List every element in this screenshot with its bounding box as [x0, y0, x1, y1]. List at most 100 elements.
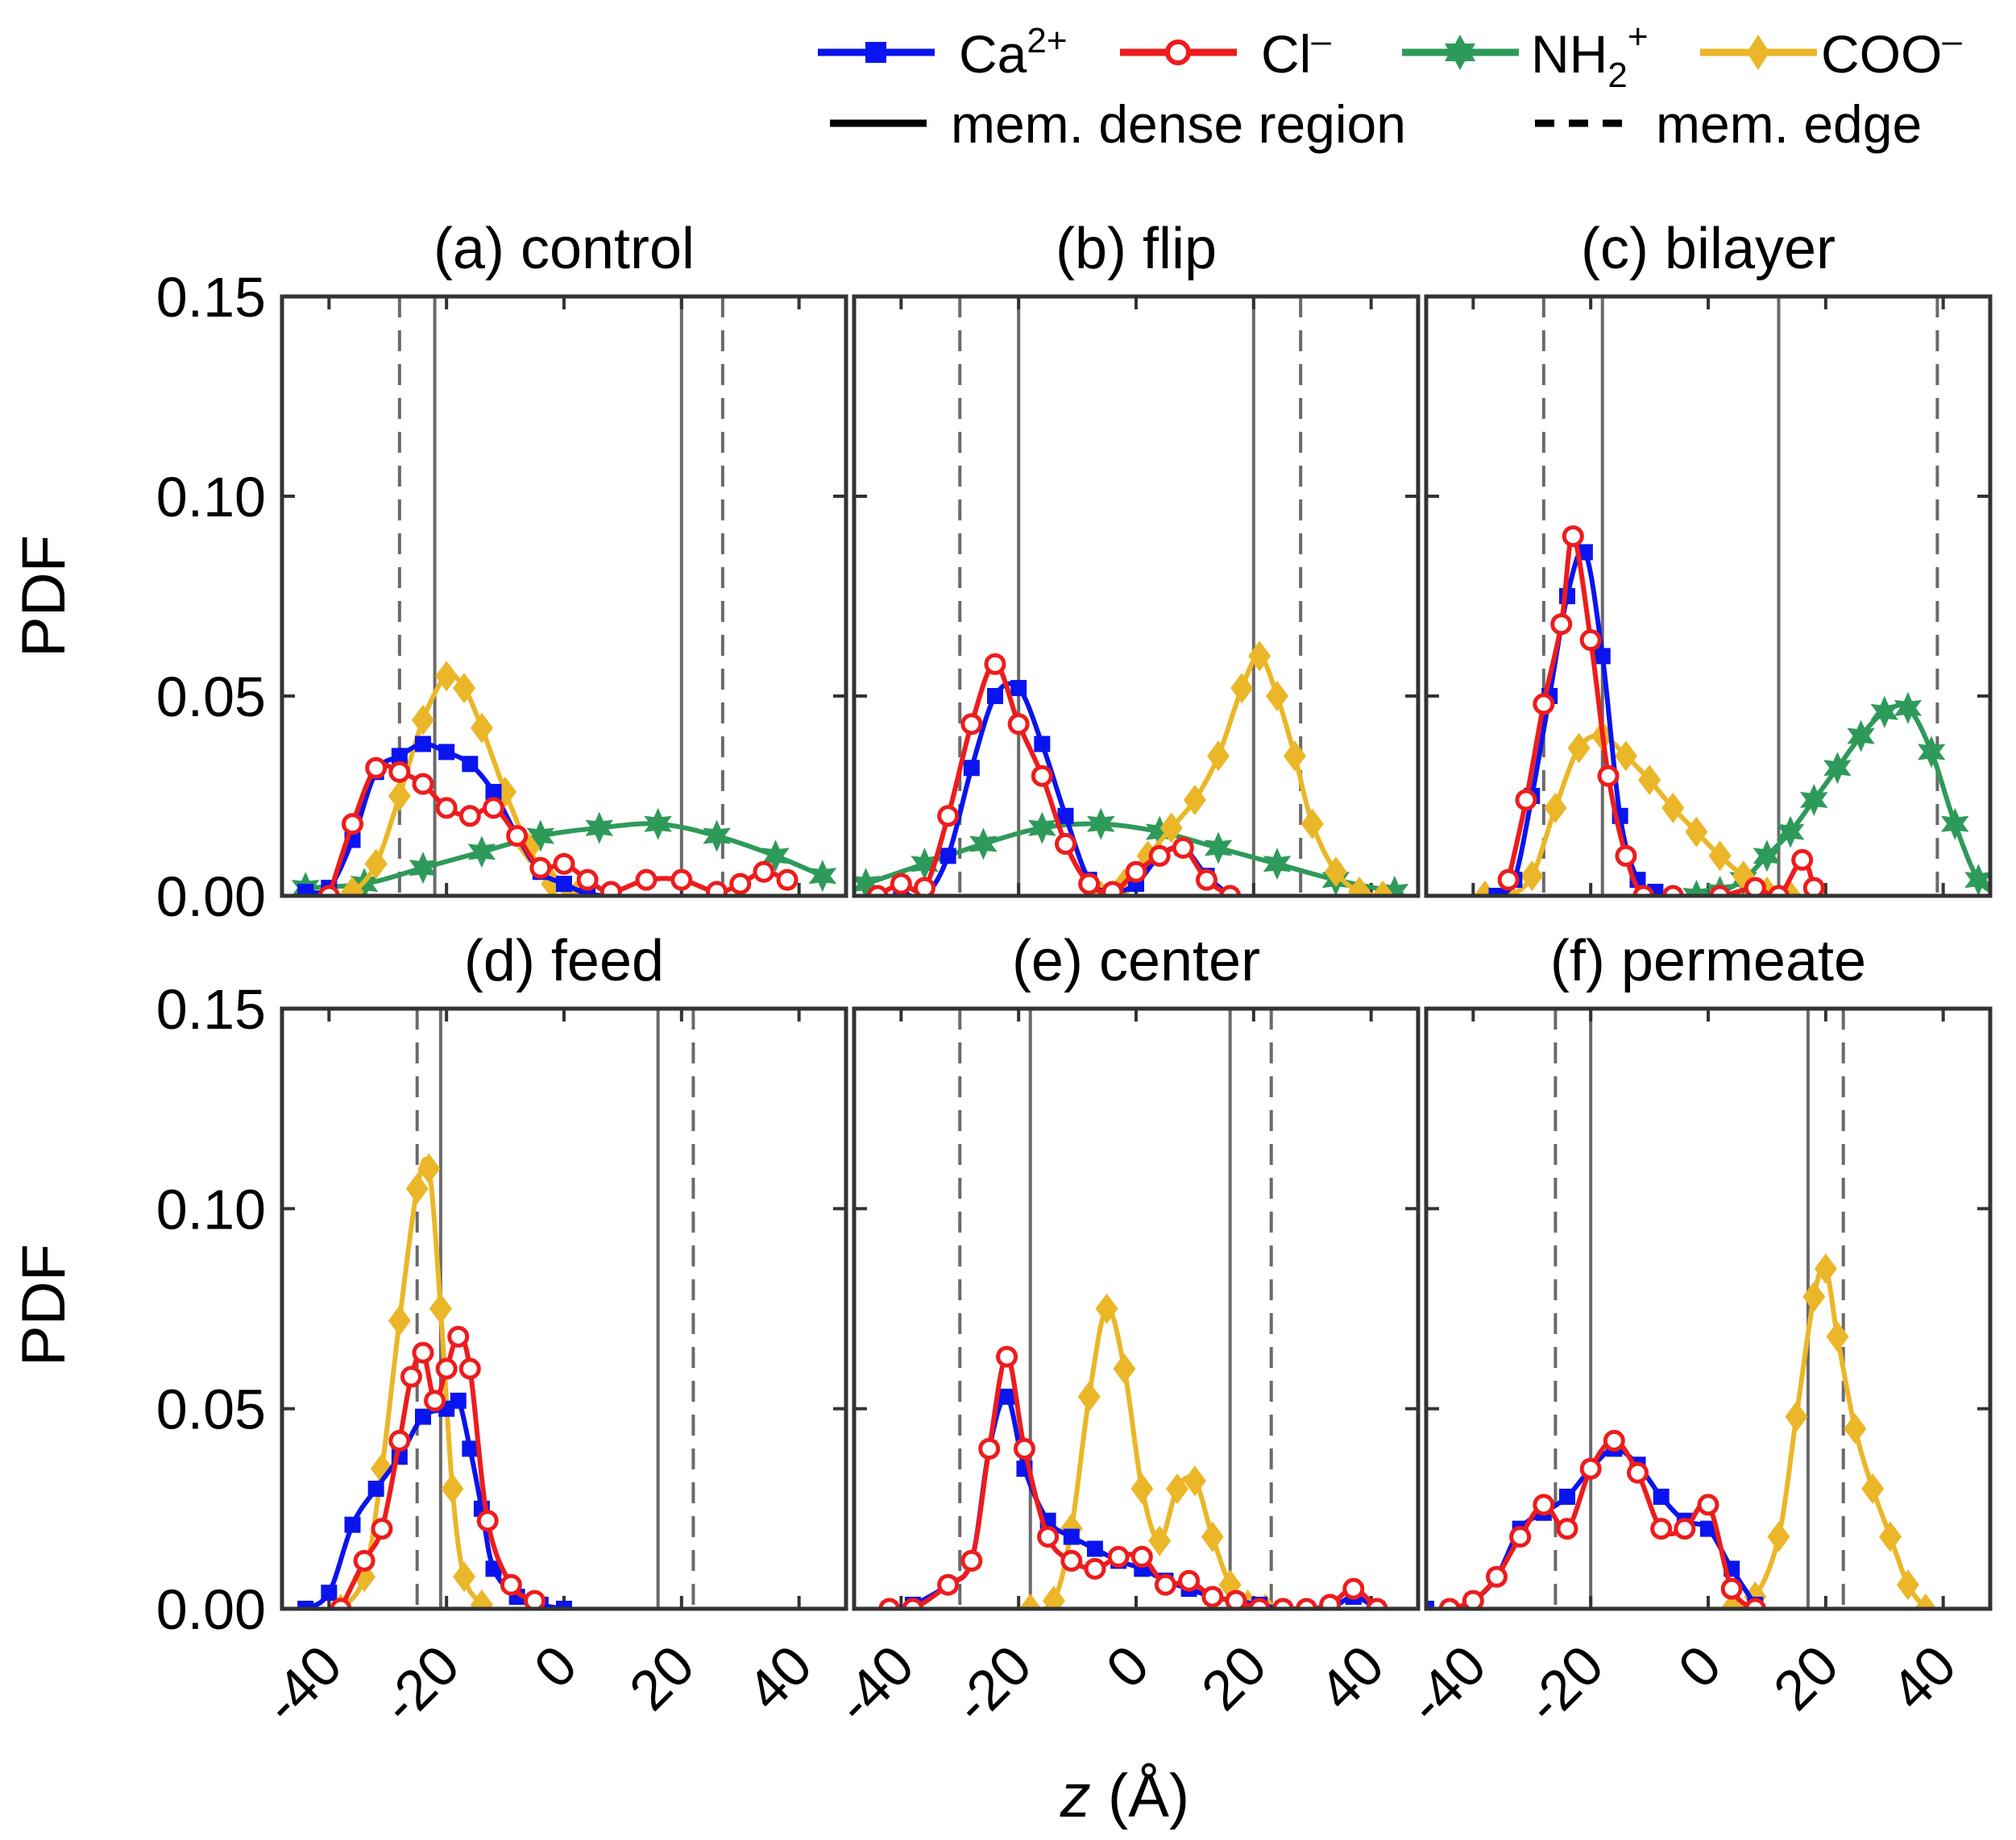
panel-title: (e) center: [1012, 929, 1260, 993]
data-point-ca: [367, 1481, 384, 1497]
data-point-ca: [462, 756, 479, 773]
data-point-ca: [1488, 888, 1505, 896]
data-point-cl: [1366, 1598, 1388, 1609]
data-point-nh: [1682, 880, 1711, 896]
data-point-cl: [1319, 1593, 1342, 1609]
data-point-coo: [1371, 881, 1395, 896]
panel-frame: [852, 1006, 1421, 1611]
data-point-ca: [556, 1601, 572, 1609]
panel-frame: [1424, 294, 1993, 898]
data-point-cl: [1078, 872, 1101, 895]
x-tick-label: -20: [941, 1633, 1043, 1735]
data-point-cl: [435, 1357, 458, 1380]
data-point-cl: [483, 797, 504, 819]
data-point-coo: [1207, 740, 1230, 772]
data-point-coo: [364, 848, 388, 880]
legend-sup-ca: 2+: [1027, 21, 1067, 60]
legend-label-dense: mem. dense region: [951, 94, 1406, 154]
panel-6: (f) permeate -40 -20 0 20 40: [1396, 929, 1993, 1735]
data-point-coo: [412, 704, 434, 736]
data-point-cl: [1615, 844, 1637, 867]
legend-sup-cl: –: [1311, 21, 1331, 60]
y-tick-label: 0.10: [156, 466, 266, 528]
legend-label-coo: COO–: [1821, 21, 1962, 84]
data-point-nh: [644, 807, 672, 840]
data-point-ca: [415, 1408, 431, 1425]
data-point-cl: [996, 1345, 1018, 1368]
data-point-cl: [1697, 1494, 1719, 1516]
panel-title: (c) bilayer: [1581, 217, 1836, 281]
data-point-cl: [1342, 1577, 1365, 1600]
x-tick-label: 0: [1094, 1633, 1161, 1700]
data-point-cl: [1295, 1598, 1317, 1609]
data-point-cl: [1031, 765, 1053, 787]
data-point-nh: [1776, 815, 1805, 848]
data-point-cl: [978, 1437, 1001, 1460]
data-point-coo: [1685, 816, 1708, 847]
data-point-cl: [1768, 885, 1790, 896]
series-line-ca: [304, 1396, 565, 1609]
panel-4: (d) feed 0.00 0.05 0.10 0.15 -40 -20 0 20 40: [156, 929, 848, 1735]
data-point-coo: [453, 1561, 476, 1593]
legend-item-coo: COO–: [1700, 21, 1962, 84]
data-point-nh: [1753, 839, 1782, 872]
legend: Ca2+ Cl– NH2+ COO– mem. dense region mem…: [818, 17, 1962, 154]
data-point-cl: [1497, 868, 1520, 891]
data-point-cl: [1196, 868, 1217, 891]
series-line-nh: [305, 821, 823, 891]
data-point-cl: [937, 805, 960, 827]
data-point-cl: [729, 872, 752, 895]
data-point-coo: [1095, 1293, 1118, 1324]
data-point-nh: [1263, 847, 1292, 881]
legend-sup-nh: +: [1628, 17, 1649, 56]
data-point-coo: [1113, 1353, 1136, 1384]
data-point-cl: [1562, 525, 1584, 548]
data-point-coo: [1661, 792, 1685, 823]
data-point-cl: [1130, 1545, 1153, 1568]
data-point-coo: [1201, 1521, 1224, 1552]
data-point-ca: [1559, 1488, 1575, 1505]
legend-label-cl: Cl–: [1261, 21, 1331, 84]
data-point-coo: [1708, 840, 1732, 872]
data-point-coo: [1767, 1521, 1790, 1552]
panel-5: (e) center -40 -20 0 20 40: [823, 929, 1421, 1735]
data-point-coo: [1861, 1473, 1885, 1504]
y-tick-label: 0.00: [156, 865, 266, 928]
data-point-cl: [1509, 1526, 1532, 1548]
data-point-ca: [321, 1585, 338, 1602]
data-point-ca: [1010, 680, 1027, 697]
data-point-cl: [902, 1598, 924, 1609]
series-cl: [317, 756, 799, 896]
data-point-cl: [506, 825, 529, 847]
data-point-coo: [1324, 856, 1347, 888]
data-point-cl: [1515, 789, 1537, 811]
data-point-cl: [753, 860, 775, 883]
series-ca: [893, 680, 1238, 896]
data-point-cl: [1007, 713, 1030, 736]
data-point-coo: [1166, 1473, 1189, 1504]
data-point-cl: [576, 868, 599, 891]
data-point-coo: [441, 1473, 464, 1504]
data-point-coo: [1300, 808, 1324, 839]
data-point-cl: [435, 797, 458, 819]
data-point-nh: [1847, 719, 1875, 752]
y-tick-label: 0.15: [156, 978, 266, 1041]
data-point-cl: [1533, 1494, 1555, 1516]
data-point-cl: [1744, 1598, 1766, 1609]
data-point-cl: [1709, 885, 1732, 896]
data-point-cl: [1037, 1526, 1060, 1548]
data-point-cl: [1579, 629, 1602, 652]
data-point-coo: [341, 876, 364, 896]
data-point-cl: [1201, 1585, 1224, 1608]
data-point-nh: [703, 819, 731, 852]
data-point-ca: [297, 1601, 314, 1609]
data-point-cl: [1603, 1429, 1625, 1452]
series-line-cl: [889, 1354, 1379, 1609]
data-point-cl: [1462, 1589, 1484, 1609]
data-point-cl: [524, 1589, 546, 1609]
data-point-coo: [1896, 1569, 1919, 1601]
legend-label-ca: Ca2+: [959, 21, 1068, 84]
data-point-cl: [776, 868, 799, 891]
panel-frame: [852, 294, 1421, 898]
data-point-cl: [500, 1573, 522, 1596]
